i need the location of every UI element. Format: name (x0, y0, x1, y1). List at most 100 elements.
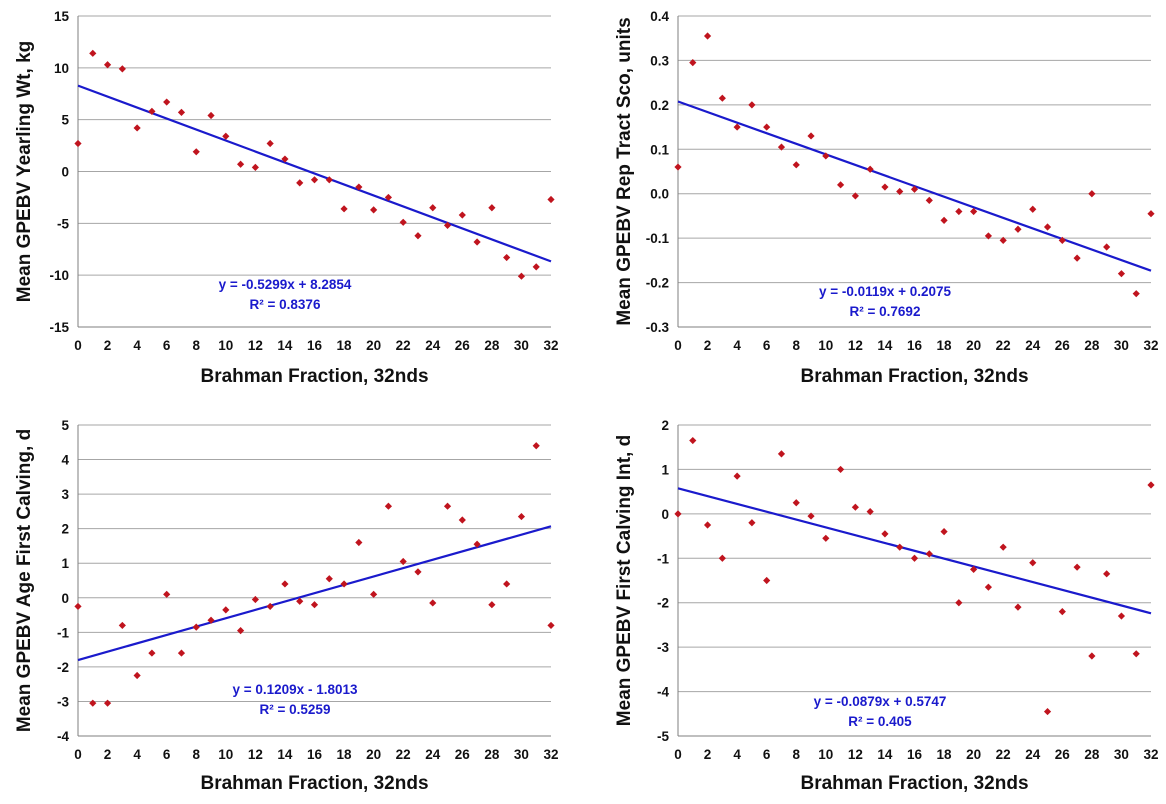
y-tick-label: 0 (61, 165, 69, 180)
data-point (296, 597, 304, 605)
data-point (836, 465, 845, 474)
data-point (399, 557, 407, 566)
data-point (777, 143, 786, 151)
data-point (222, 606, 230, 614)
y-tick-label: -0.3 (646, 320, 670, 335)
x-tick-label: 16 (907, 747, 923, 762)
y-tick-label: -0.2 (646, 276, 669, 291)
x-tick-label: 4 (733, 747, 741, 762)
trendline (677, 487, 1152, 615)
y-tick-label: 0.4 (650, 9, 669, 24)
data-point (340, 205, 348, 213)
data-point (163, 98, 171, 106)
data-point (822, 152, 830, 160)
x-tick-label: 6 (763, 338, 771, 353)
data-point (792, 161, 800, 169)
y-tick-label: 3 (61, 487, 69, 502)
y-tick-label: 5 (61, 418, 69, 433)
data-point (718, 94, 726, 102)
x-tick-label: 0 (74, 338, 82, 353)
data-point (296, 179, 304, 187)
trendline-equation: y = 0.1209x - 1.8013 (233, 682, 358, 697)
x-axis-title: Brahman Fraction, 32nds (200, 366, 428, 387)
data-point (733, 472, 741, 480)
x-tick-label: 16 (307, 747, 323, 762)
x-tick-label: 12 (848, 338, 863, 353)
y-tick-label: 2 (661, 418, 669, 433)
data-point (118, 65, 126, 73)
x-tick-label: 20 (966, 338, 981, 353)
data-point (103, 61, 112, 69)
data-point (207, 111, 215, 120)
x-tick-label: 12 (848, 747, 863, 762)
r-squared-label: R² = 0.405 (848, 714, 912, 729)
data-point (473, 238, 481, 246)
data-point (1088, 190, 1096, 198)
x-tick-label: 24 (425, 338, 441, 353)
data-point (1029, 205, 1037, 213)
data-point (999, 543, 1007, 551)
data-point (1058, 608, 1066, 616)
x-axis-title: Brahman Fraction, 32nds (800, 773, 1028, 794)
y-tick-label: -2 (657, 596, 669, 611)
data-point (443, 221, 452, 230)
y-tick-label: 10 (54, 61, 69, 76)
data-point (458, 516, 466, 524)
data-point (1058, 236, 1066, 244)
data-point (325, 575, 333, 583)
data-point (866, 165, 874, 173)
x-tick-label: 14 (877, 747, 893, 762)
data-point (1147, 481, 1155, 489)
x-tick-label: 6 (163, 338, 171, 353)
data-point (1147, 210, 1155, 218)
data-point (429, 204, 437, 212)
y-tick-label: 0.0 (650, 187, 669, 202)
x-tick-label: 32 (543, 338, 558, 353)
data-point (547, 195, 555, 204)
data-point (674, 163, 682, 171)
x-tick-label: 30 (514, 747, 529, 762)
data-point (881, 183, 889, 191)
data-point (310, 176, 319, 184)
data-point (192, 623, 200, 631)
y-tick-label: -1 (657, 551, 669, 566)
data-point (925, 196, 933, 204)
y-tick-label: -2 (57, 660, 69, 675)
data-point (1088, 652, 1096, 660)
data-point (103, 699, 112, 707)
data-point (355, 538, 363, 547)
x-tick-label: 14 (277, 338, 293, 353)
data-point (281, 580, 289, 588)
y-tick-label: -5 (657, 729, 669, 744)
y-tick-label: 1 (61, 556, 69, 571)
x-tick-label: 10 (218, 338, 233, 353)
data-point (370, 590, 378, 598)
data-point (148, 649, 156, 657)
data-point (1043, 223, 1052, 231)
r-squared-label: R² = 0.8376 (250, 297, 321, 312)
data-point (74, 602, 82, 611)
data-point (251, 595, 259, 604)
data-point (1132, 650, 1140, 658)
data-point (310, 601, 319, 609)
trendline (77, 525, 552, 662)
x-tick-label: 30 (514, 338, 529, 353)
data-point (133, 124, 141, 132)
data-point (532, 263, 540, 271)
x-tick-label: 24 (1025, 747, 1041, 762)
x-tick-label: 28 (1084, 747, 1100, 762)
data-point (689, 436, 697, 445)
data-point (940, 216, 948, 224)
y-tick-label: 4 (61, 453, 69, 468)
x-tick-label: 12 (248, 338, 263, 353)
data-point (718, 554, 726, 562)
y-tick-label: -5 (57, 216, 69, 231)
data-point (1117, 270, 1126, 278)
x-tick-label: 28 (1084, 338, 1100, 353)
data-point (807, 132, 815, 140)
data-point (1073, 563, 1081, 571)
x-tick-label: 8 (792, 747, 800, 762)
x-axis-title: Brahman Fraction, 32nds (200, 773, 428, 794)
x-tick-label: 10 (818, 338, 833, 353)
